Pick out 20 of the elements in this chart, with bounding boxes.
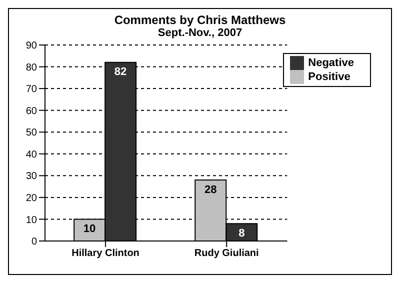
y-tick-label: 10 [26, 214, 38, 226]
y-tick-label: 0 [31, 236, 38, 248]
y-tick-label: 70 [26, 84, 38, 96]
y-tick-label: 30 [26, 171, 38, 182]
data-label: 82 [114, 66, 127, 78]
y-tick-label: 40 [26, 149, 38, 160]
chart-title: Comments by Chris Matthews [113, 13, 287, 27]
data-label: 10 [83, 223, 96, 236]
legend-label: Positive [308, 70, 350, 83]
data-label: 28 [204, 184, 217, 196]
x-tick-label: Hillary Clinton [72, 248, 140, 260]
y-tick-label: 90 [26, 40, 38, 52]
y-tick-label: 60 [26, 106, 38, 117]
data-label: 8 [238, 227, 245, 240]
y-tick-label: 80 [26, 62, 38, 74]
legend-label: Negative [308, 56, 354, 69]
x-tick-label: Rudy Giuliani [194, 248, 260, 260]
y-tick-label: 20 [26, 192, 38, 204]
y-tick-label: 50 [26, 128, 38, 139]
chart-subtitle: Sept.-Nov., 2007 [156, 27, 244, 39]
